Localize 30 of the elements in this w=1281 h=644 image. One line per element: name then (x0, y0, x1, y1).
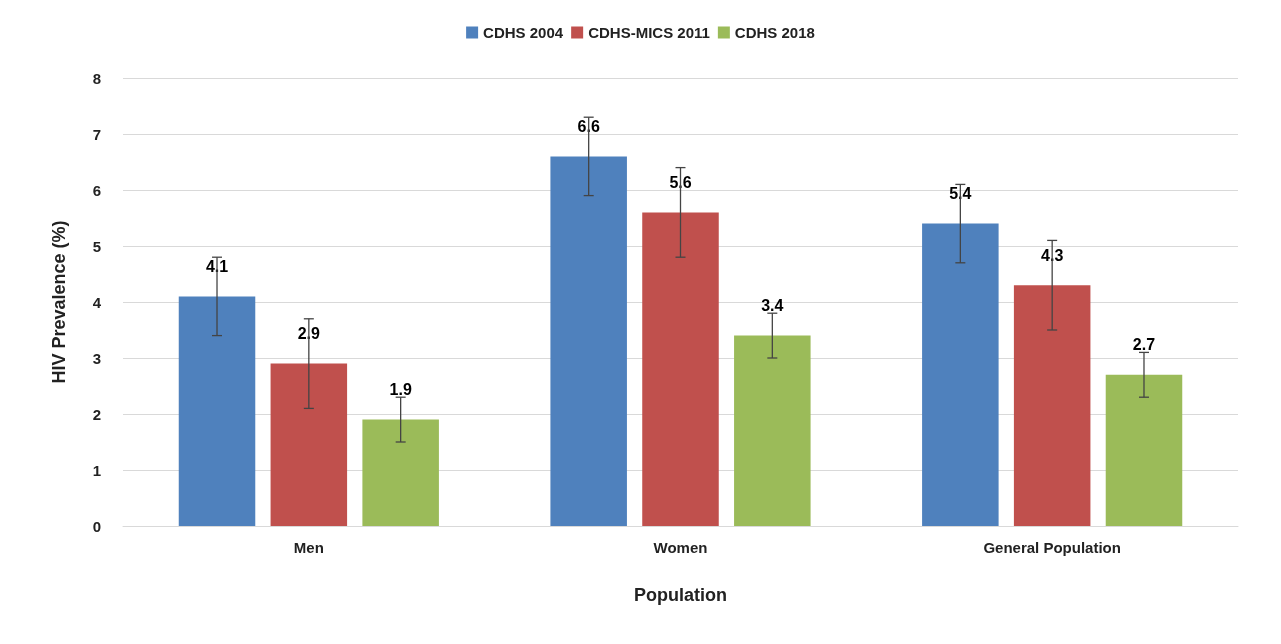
data-label: 4.1 (205, 257, 229, 275)
bar (642, 212, 719, 526)
y-tick-label: 4 (92, 293, 102, 311)
x-tick-label: Men (293, 539, 324, 556)
bar (922, 223, 999, 526)
legend-label: CDHS-MICS 2011 (588, 24, 710, 41)
data-label: 2.7 (1132, 336, 1156, 354)
legend-label: CDHS 2004 (483, 24, 564, 41)
y-tick-label: 2 (92, 405, 101, 423)
bar (550, 156, 627, 526)
bar (1105, 374, 1183, 526)
legend-label: CDHS 2018 (734, 24, 815, 41)
x-tick-label: Women (653, 539, 708, 556)
y-tick-label: 1 (92, 461, 101, 479)
y-tick-label: 0 (92, 517, 101, 535)
y-tick-label: 6 (92, 181, 101, 199)
bar (270, 363, 348, 526)
bar (734, 335, 811, 526)
x-axis-title: Population (634, 585, 727, 605)
bar (362, 419, 439, 526)
x-tick-label: General Population (983, 539, 1121, 556)
data-label: 3.4 (761, 297, 784, 315)
y-axis-title: HIV Prevalence (%) (49, 220, 69, 384)
y-tick-label: 5 (92, 237, 101, 255)
y-tick-label: 7 (92, 125, 101, 143)
bar (1013, 285, 1091, 526)
data-label: 1.9 (389, 381, 412, 399)
y-tick-label: 3 (92, 349, 101, 367)
y-tick-label: 8 (92, 69, 101, 87)
bar (178, 296, 256, 526)
